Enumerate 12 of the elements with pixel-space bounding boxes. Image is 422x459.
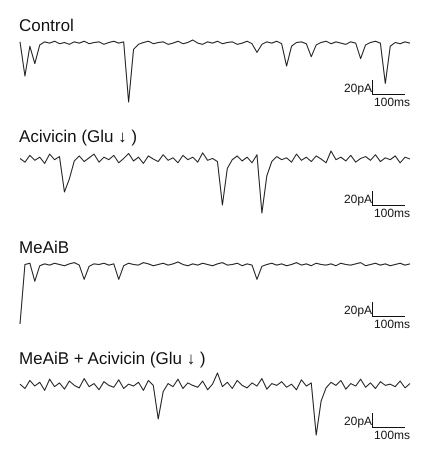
annotation: 100ms bbox=[374, 206, 412, 220]
annotation: 20pA bbox=[344, 303, 372, 317]
chart-title: MeAiB bbox=[19, 238, 70, 257]
annotation: 20pA bbox=[344, 192, 372, 206]
annotation: 20pA bbox=[344, 414, 372, 428]
chart-title: Acivicin (Glu ↓ ) bbox=[19, 127, 138, 146]
annotation: 20pA bbox=[344, 81, 372, 95]
chart-title: Control bbox=[19, 16, 74, 35]
chart-title: MeAiB + Acivicin (Glu ↓ ) bbox=[19, 349, 206, 368]
annotation: 100ms bbox=[374, 317, 412, 331]
annotation: 100ms bbox=[374, 428, 412, 442]
annotation: 100ms bbox=[374, 95, 412, 109]
